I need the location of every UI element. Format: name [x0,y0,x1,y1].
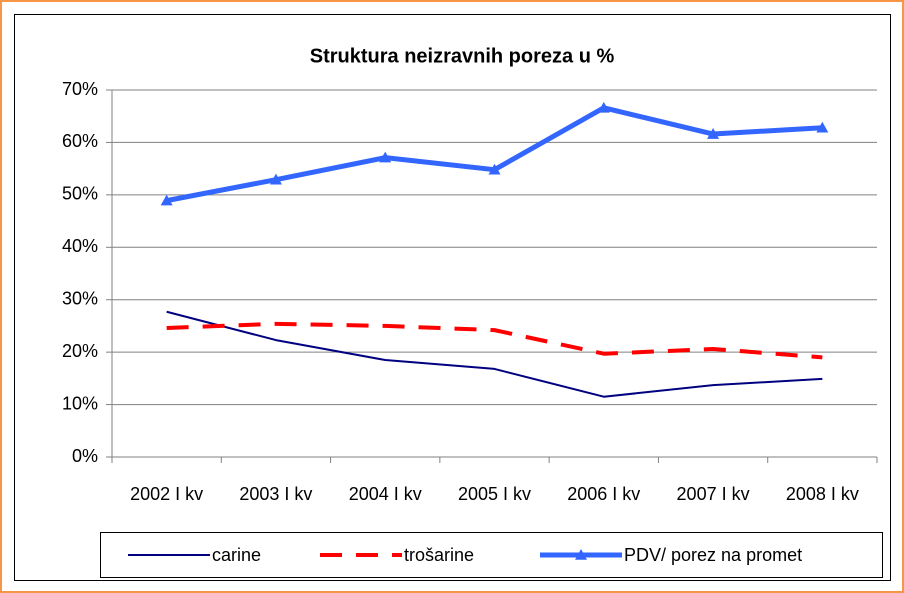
x-tick-label: 2006 I kv [567,484,640,504]
y-tick-label: 20% [62,341,98,361]
marker [379,151,392,163]
x-tick-label: 2002 I kv [130,484,203,504]
marker [160,194,173,206]
chart-frame [14,14,891,581]
chart-title: Struktura neizravnih poreza u % [310,45,615,67]
x-tick-label: 2008 I kv [786,484,859,504]
y-tick-label: 40% [62,236,98,256]
y-tick-label: 70% [62,79,98,99]
legend-box [100,532,883,578]
x-tick-label: 2007 I kv [677,484,750,504]
marker [269,173,282,185]
y-tick-label: 60% [62,131,98,151]
y-tick-label: 10% [62,393,98,413]
marker [597,101,610,113]
legend-label: carine [212,545,261,565]
x-tick-label: 2005 I kv [458,484,531,504]
series-line [166,310,823,398]
legend-label: PDV/ porez na promet [624,545,802,565]
x-tick-label: 2003 I kv [239,484,312,504]
y-tick-label: 0% [72,446,98,466]
y-tick-label: 30% [62,288,98,308]
legend-marker [575,549,587,560]
marker [707,128,720,139]
marker [816,121,829,133]
legend-label: trošarine [404,545,474,565]
marker [488,163,501,175]
y-tick-label: 50% [62,184,98,204]
x-tick-label: 2004 I kv [349,484,422,504]
series-line [166,321,823,360]
